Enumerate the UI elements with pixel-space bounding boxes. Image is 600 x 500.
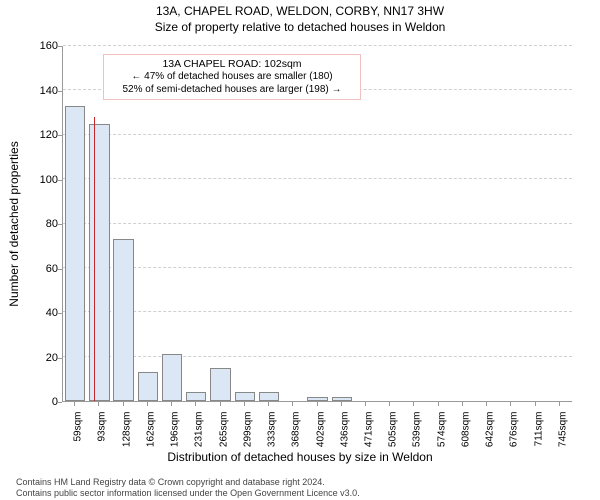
x-tick-label: 231sqm [194, 412, 205, 456]
x-tick-mark [438, 402, 439, 406]
x-tick-mark [147, 402, 148, 406]
chart-title: 13A, CHAPEL ROAD, WELDON, CORBY, NN17 3H… [0, 4, 600, 18]
x-tick-mark [365, 402, 366, 406]
x-tick-label: 333sqm [267, 412, 278, 456]
gridline [63, 178, 572, 179]
histogram-bar [162, 354, 182, 401]
x-tick-mark [171, 402, 172, 406]
callout-line-2: ← 47% of detached houses are smaller (18… [110, 71, 354, 84]
x-tick-label: 711sqm [533, 412, 544, 456]
gridline [63, 356, 572, 357]
histogram-bar [332, 397, 352, 401]
footer-attribution: Contains HM Land Registry data © Crown c… [16, 477, 360, 498]
x-tick-label: 196sqm [170, 412, 181, 456]
y-tick-mark [58, 402, 62, 403]
x-tick-label: 59sqm [73, 412, 84, 456]
gridline [63, 267, 572, 268]
y-tick-label: 80 [18, 218, 58, 230]
y-tick-mark [58, 313, 62, 314]
x-tick-mark [413, 402, 414, 406]
y-tick-mark [58, 135, 62, 136]
x-tick-label: 676sqm [509, 412, 520, 456]
x-tick-mark [462, 402, 463, 406]
histogram-bar [65, 106, 85, 401]
x-tick-mark [220, 402, 221, 406]
x-tick-mark [486, 402, 487, 406]
chart-container: { "titles": { "main": "13A, CHAPEL ROAD,… [0, 0, 600, 500]
histogram-bar [186, 392, 206, 401]
y-tick-mark [58, 91, 62, 92]
histogram-bar [138, 372, 158, 401]
callout-line-1: 13A CHAPEL ROAD: 102sqm [110, 58, 354, 71]
gridline [63, 223, 572, 224]
y-tick-label: 20 [18, 352, 58, 364]
x-tick-label: 299sqm [242, 412, 253, 456]
x-tick-mark [559, 402, 560, 406]
y-tick-mark [58, 180, 62, 181]
y-tick-label: 0 [18, 396, 58, 408]
x-tick-label: 368sqm [291, 412, 302, 456]
histogram-bar [210, 368, 230, 401]
x-tick-mark [98, 402, 99, 406]
gridline [63, 134, 572, 135]
x-tick-label: 745sqm [557, 412, 568, 456]
histogram-bar [235, 392, 255, 401]
footer-line-2: Contains public sector information licen… [16, 488, 360, 498]
x-axis-label: Distribution of detached houses by size … [0, 450, 600, 464]
x-tick-mark [292, 402, 293, 406]
x-tick-mark [268, 402, 269, 406]
x-tick-mark [195, 402, 196, 406]
y-tick-label: 100 [18, 174, 58, 186]
y-tick-label: 60 [18, 263, 58, 275]
callout-annotation: 13A CHAPEL ROAD: 102sqm← 47% of detached… [103, 54, 361, 100]
x-tick-label: 265sqm [218, 412, 229, 456]
x-tick-mark [123, 402, 124, 406]
y-tick-mark [58, 358, 62, 359]
x-tick-label: 93sqm [97, 412, 108, 456]
footer-line-1: Contains HM Land Registry data © Crown c… [16, 477, 360, 487]
x-tick-label: 505sqm [388, 412, 399, 456]
y-tick-label: 40 [18, 307, 58, 319]
histogram-bar [113, 239, 133, 401]
y-tick-label: 160 [18, 40, 58, 52]
x-tick-mark [74, 402, 75, 406]
y-tick-label: 140 [18, 85, 58, 97]
y-tick-mark [58, 269, 62, 270]
plot-area: 13A CHAPEL ROAD: 102sqm← 47% of detached… [62, 46, 572, 402]
y-tick-mark [58, 46, 62, 47]
x-tick-label: 162sqm [145, 412, 156, 456]
x-tick-label: 402sqm [315, 412, 326, 456]
x-tick-label: 436sqm [339, 412, 350, 456]
x-tick-label: 608sqm [460, 412, 471, 456]
x-tick-mark [317, 402, 318, 406]
x-tick-label: 128sqm [121, 412, 132, 456]
histogram-bar [259, 392, 279, 401]
x-tick-label: 642sqm [485, 412, 496, 456]
x-tick-mark [535, 402, 536, 406]
x-tick-mark [389, 402, 390, 406]
x-tick-label: 539sqm [412, 412, 423, 456]
y-tick-label: 120 [18, 129, 58, 141]
x-tick-mark [341, 402, 342, 406]
x-tick-mark [244, 402, 245, 406]
reference-marker-line [94, 117, 95, 401]
gridline [63, 45, 572, 46]
gridline [63, 311, 572, 312]
y-tick-mark [58, 224, 62, 225]
x-tick-label: 471sqm [363, 412, 374, 456]
histogram-bar [89, 124, 109, 401]
chart-subtitle: Size of property relative to detached ho… [0, 20, 600, 34]
callout-line-3: 52% of semi-detached houses are larger (… [110, 84, 354, 97]
x-tick-mark [510, 402, 511, 406]
histogram-bar [307, 397, 327, 401]
x-tick-label: 574sqm [436, 412, 447, 456]
